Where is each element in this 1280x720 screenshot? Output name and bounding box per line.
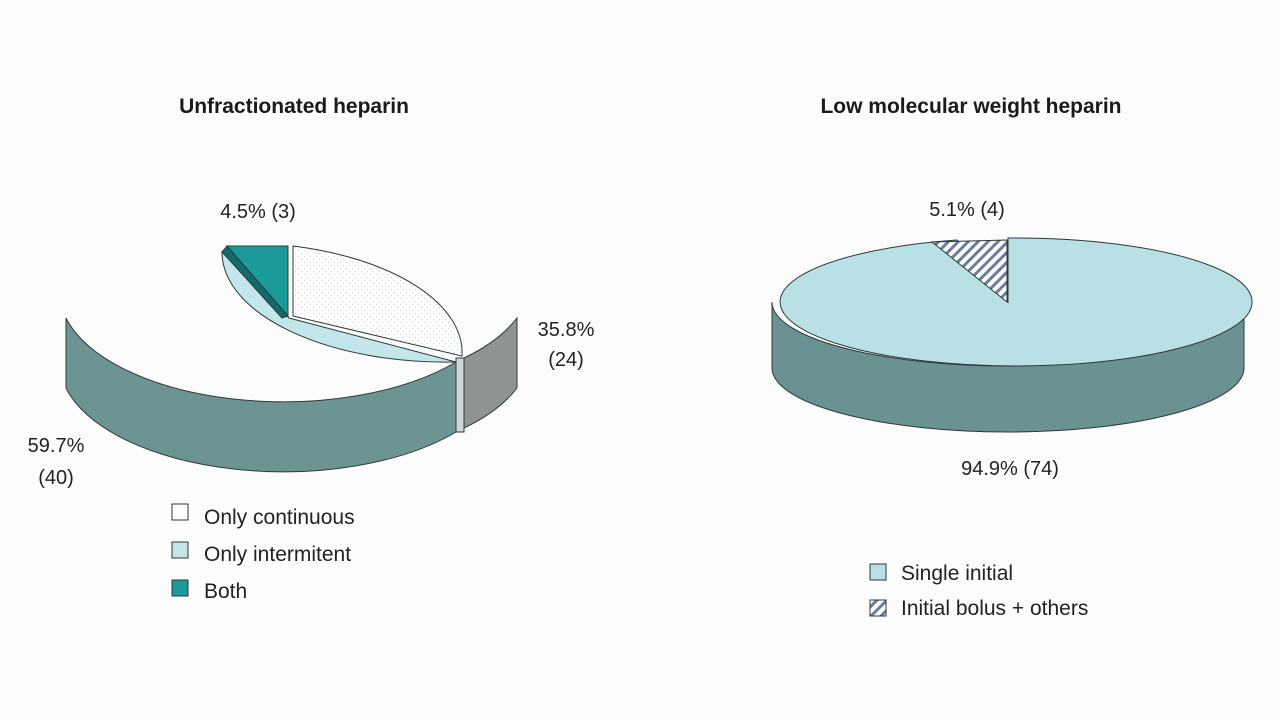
legend-swatch-only-continuous [171, 503, 189, 521]
slice-gap-wall [455, 357, 465, 433]
data-label-both: 4.5% (3) [220, 201, 296, 223]
data-label-only-continuous: 35.8% [538, 319, 595, 341]
chart-title: Unfractionated heparin [179, 95, 409, 118]
legend-label-both: Both [204, 580, 247, 603]
legend-label-only-continuous: Only continuous [204, 506, 355, 529]
legend-swatch-single-initial [869, 563, 887, 581]
data-label-only-continuous-count: (24) [548, 349, 584, 371]
legend-swatch-only-intermittent [171, 541, 189, 559]
data-label-only-intermittent-count: (40) [38, 467, 74, 489]
legend-label-only-intermittent: Only intermitent [204, 543, 351, 566]
legend-swatch-both [171, 579, 189, 597]
legend: Only continuous Only intermitent Both [171, 503, 355, 603]
legend-label-single-initial: Single initial [901, 562, 1013, 585]
chart-title: Low molecular weight heparin [820, 95, 1121, 118]
data-label-initial-bolus-others: 5.1% (4) [929, 199, 1005, 221]
data-label-single-initial: 94.9% (74) [961, 458, 1059, 480]
slice-only-intermittent [221, 250, 457, 363]
chart-unfractionated-heparin: Unfractionated heparin 4.5% (3) 35.8% (2… [28, 95, 595, 603]
slice-only-continuous [292, 245, 463, 357]
slice-side-single-initial [771, 301, 1245, 433]
data-label-only-intermittent: 59.7% [28, 435, 85, 457]
legend: Single initial Initial bolus + others [869, 562, 1088, 620]
chart-lmw-heparin: Low molecular weight heparin 5.1% (4) 94… [771, 95, 1253, 620]
slice-both-edge [221, 245, 289, 319]
slice-single-initial [779, 237, 1253, 367]
slice-initial-bolus-others [930, 239, 1008, 304]
legend-label-initial-bolus-others: Initial bolus + others [901, 597, 1088, 620]
legend-swatch-initial-bolus-others [869, 599, 887, 617]
slice-side-only-continuous [463, 316, 518, 429]
